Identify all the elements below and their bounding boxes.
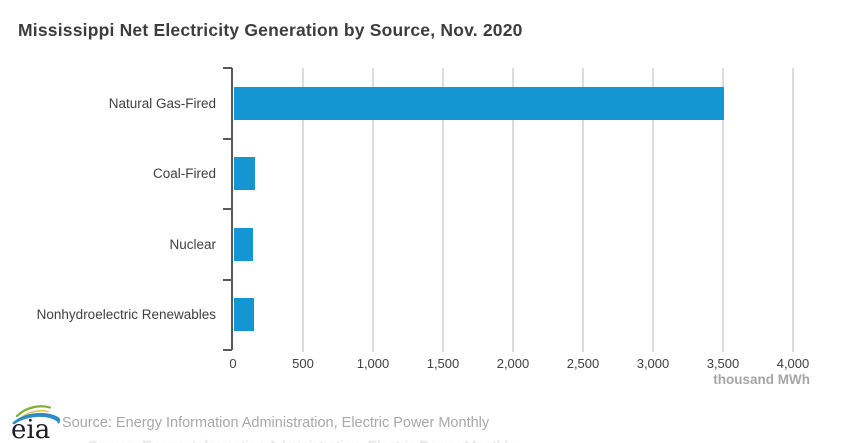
y-axis-line bbox=[231, 68, 233, 350]
bar bbox=[234, 86, 724, 120]
gridline bbox=[372, 68, 374, 352]
logo-text: eia bbox=[11, 415, 50, 442]
y-axis-tick bbox=[223, 67, 232, 69]
category-label: Nonhydroelectric Renewables bbox=[36, 307, 216, 323]
x-tick-label: 2,000 bbox=[496, 356, 530, 371]
x-tick-label: 1,000 bbox=[356, 356, 390, 371]
x-tick-label: 500 bbox=[292, 356, 314, 371]
gridline bbox=[722, 68, 724, 352]
gridline bbox=[652, 68, 654, 352]
gridline bbox=[302, 68, 304, 352]
bar bbox=[234, 157, 255, 191]
y-axis-tick bbox=[223, 349, 232, 351]
y-axis-tick bbox=[223, 208, 232, 210]
ghost-text: Source: Energy Information Administratio… bbox=[88, 436, 728, 443]
x-tick-label: 3,500 bbox=[706, 356, 740, 371]
source-text: Source: Energy Information Administratio… bbox=[62, 415, 490, 431]
gridline bbox=[512, 68, 514, 352]
logo-green-arc bbox=[15, 405, 52, 418]
eia-logo: eia bbox=[11, 405, 61, 442]
footer: eia Source: Energy Information Administr… bbox=[10, 402, 850, 443]
chart-title: Mississippi Net Electricity Generation b… bbox=[18, 19, 523, 40]
bar bbox=[234, 298, 254, 332]
category-label: Nuclear bbox=[169, 236, 216, 252]
gridline bbox=[442, 68, 444, 352]
x-tick-label: 3,000 bbox=[636, 356, 670, 371]
x-tick-label: 2,500 bbox=[566, 356, 600, 371]
category-label: Coal-Fired bbox=[152, 166, 216, 182]
bar bbox=[234, 227, 253, 261]
x-tick-label: 1,500 bbox=[426, 356, 460, 371]
x-tick-label: 0 bbox=[229, 356, 237, 371]
x-axis-unit-label: thousand MWh bbox=[713, 372, 810, 387]
gridline bbox=[582, 68, 584, 352]
category-label: Natural Gas-Fired bbox=[108, 95, 216, 111]
gridline bbox=[792, 68, 794, 352]
logo-blue-swoosh bbox=[12, 412, 61, 425]
y-axis-tick bbox=[223, 137, 232, 140]
y-axis-tick bbox=[223, 278, 232, 281]
x-tick-label: 4,000 bbox=[776, 356, 810, 371]
